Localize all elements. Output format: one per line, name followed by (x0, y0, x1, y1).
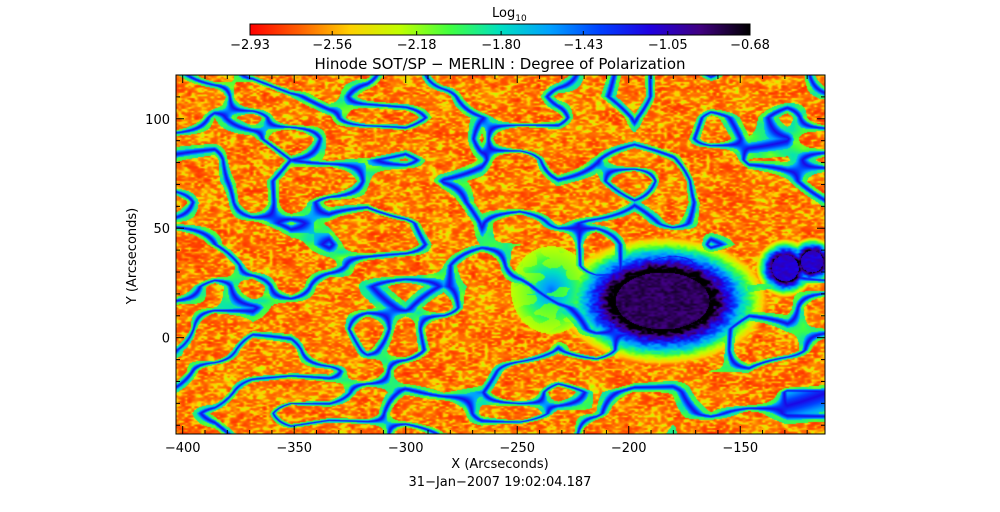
colorbar-tick-label: −2.93 (230, 38, 270, 53)
x-tick-label: −200 (611, 441, 647, 456)
colorbar-tick-label: −2.56 (312, 38, 352, 53)
chart-title: Hinode SOT/SP − MERLIN : Degree of Polar… (314, 55, 685, 73)
y-tick-label: 0 (162, 332, 170, 347)
x-tick-label: −350 (276, 441, 312, 456)
x-tick-label: −250 (499, 441, 535, 456)
colorbar (249, 23, 751, 36)
colorbar-tick-label: −2.18 (397, 38, 437, 53)
x-tick-label: −400 (165, 441, 201, 456)
x-axis-label: X (Arcseconds) (451, 457, 548, 472)
timestamp: 31−Jan−2007 19:02:04.187 (409, 475, 592, 490)
x-axis: −400 −350 −300 −250 −200 −150 (165, 75, 808, 456)
colorbar-tick-label: −1.80 (481, 38, 521, 53)
colorbar-tick-label: −1.43 (563, 38, 603, 53)
heatmap-area (176, 75, 825, 434)
colorbar-tick-label: −1.05 (648, 38, 688, 53)
plot-frame (175, 74, 826, 435)
colorbar-label: Log10 (492, 6, 527, 24)
x-tick-label: −300 (388, 441, 424, 456)
heatmap-image (176, 75, 825, 434)
colorbar-tick-label: −0.68 (730, 38, 770, 53)
colorbar-ticks: −2.93 −2.56 −2.18 −1.80 −1.43 −1.05 −0.68 (230, 31, 770, 53)
y-axis: 0 50 100 (145, 74, 825, 426)
x-tick-label: −150 (722, 441, 758, 456)
y-tick-label: 100 (145, 113, 170, 128)
y-tick-label: 50 (153, 222, 170, 237)
y-axis-label: Y (Arcseconds) (125, 208, 140, 305)
